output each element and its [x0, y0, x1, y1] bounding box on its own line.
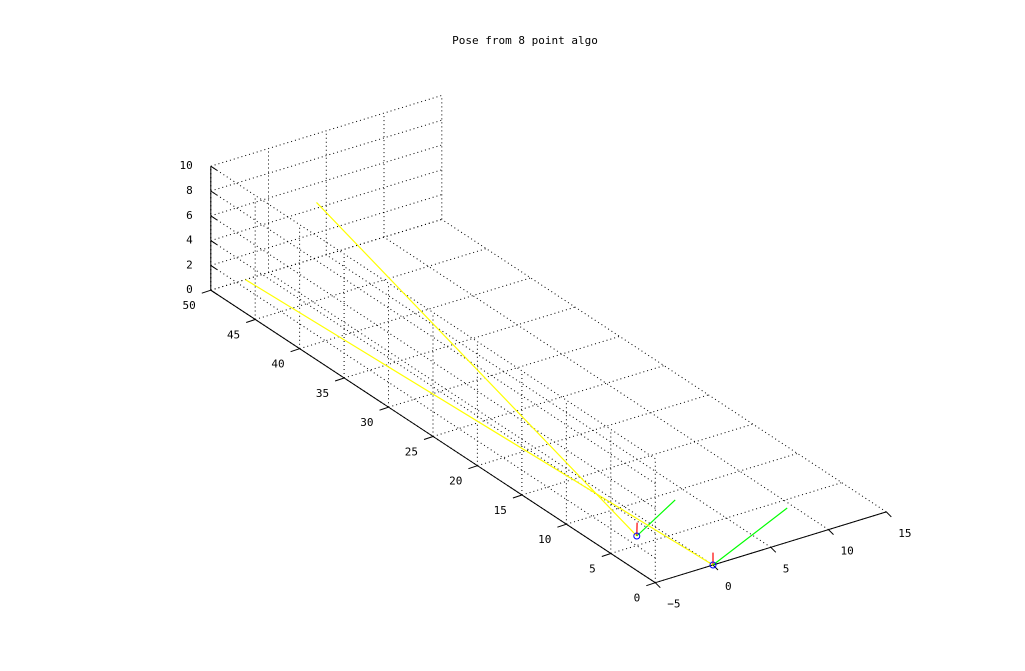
- axes: [202, 166, 892, 588]
- camera-1-yellow-z-axis: [317, 202, 637, 536]
- gridline-floor-y: [566, 453, 797, 524]
- y-axis-line: [211, 290, 656, 583]
- y-tick-label: 40: [271, 358, 284, 371]
- y-tick: [291, 349, 300, 352]
- tick-labels: −5 0 5 10 15 0 5 10 15 20 25 30 35 40 45 50 0 2 4 6 8 10: [180, 159, 912, 611]
- x-tick-label: −5: [667, 598, 680, 611]
- y-tick-label: 35: [316, 387, 329, 400]
- x-tick: [771, 547, 776, 552]
- camera-2-green-x-axis: [713, 508, 787, 565]
- gridline-leftwall-z: [211, 166, 656, 459]
- y-tick: [424, 437, 433, 440]
- x-tick-label: 15: [898, 527, 911, 540]
- y-tick-label: 15: [494, 504, 507, 517]
- y-tick-label: 50: [183, 299, 196, 312]
- z-tick: [211, 265, 217, 269]
- y-tick-label: 0: [634, 592, 641, 605]
- gridline-floor-y: [611, 483, 842, 554]
- x-tick-label: 0: [725, 580, 732, 593]
- z-tick-label: 4: [186, 234, 193, 247]
- z-tick: [211, 216, 217, 220]
- y-tick-label: 30: [360, 416, 373, 429]
- x-tick-label: 5: [783, 562, 790, 575]
- z-tick: [211, 241, 217, 245]
- gridline-floor-y: [522, 424, 753, 495]
- camera-2-yellow-z-axis: [245, 280, 713, 565]
- z-tick-label: 0: [186, 283, 193, 296]
- markers: [634, 533, 716, 568]
- z-tick-label: 10: [180, 159, 193, 172]
- y-tick-label: 10: [538, 533, 551, 546]
- z-tick: [211, 191, 217, 195]
- y-tick: [335, 378, 344, 381]
- y-tick: [646, 583, 655, 586]
- gridline-leftwall-z: [211, 191, 656, 484]
- x-tick-label: 10: [841, 545, 854, 558]
- z-tick: [211, 166, 217, 170]
- y-tick-label: 20: [449, 475, 462, 488]
- x-tick: [829, 530, 834, 535]
- y-tick: [380, 407, 389, 410]
- x-tick: [886, 512, 891, 517]
- y-tick-label: 45: [227, 329, 240, 342]
- y-tick-label: 5: [589, 563, 596, 576]
- gridline-floor-x: [442, 219, 887, 512]
- y-tick: [468, 466, 477, 469]
- series: [245, 202, 787, 565]
- y-tick: [202, 290, 211, 293]
- y-tick: [513, 495, 522, 498]
- gridline-floor-y: [433, 366, 664, 437]
- x-tick: [655, 583, 660, 588]
- gridline-floor-y: [344, 307, 575, 378]
- z-tick-label: 8: [186, 184, 193, 197]
- gridline-floor-y: [300, 278, 531, 349]
- z-tick-label: 6: [186, 209, 193, 222]
- y-tick: [246, 320, 255, 323]
- z-tick-label: 2: [186, 258, 193, 271]
- z-tick: [211, 290, 217, 294]
- y-tick-label: 25: [405, 446, 418, 459]
- y-tick: [602, 554, 611, 557]
- gridline-floor-y: [389, 336, 620, 407]
- y-tick: [557, 524, 566, 527]
- chart-title: Pose from 8 point algo: [452, 34, 598, 47]
